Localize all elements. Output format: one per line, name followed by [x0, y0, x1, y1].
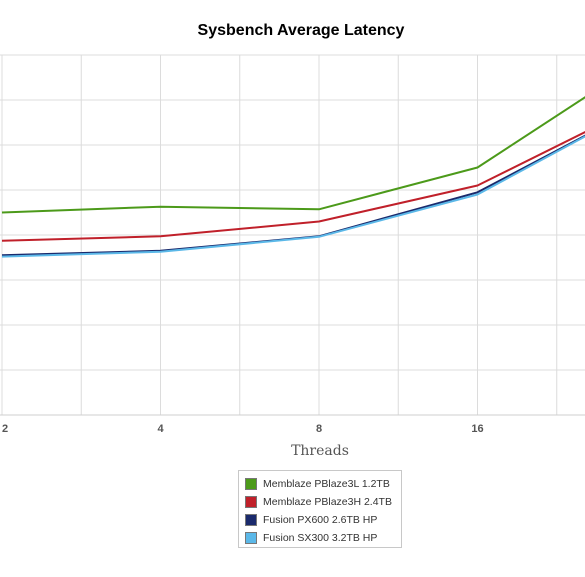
series-line-2: [1, 131, 585, 242]
legend-swatch: [245, 496, 257, 508]
chart-title: Sysbench Average Latency: [198, 22, 405, 39]
series-line-1: [1, 96, 585, 214]
legend-item[interactable]: Fusion SX300 3.2TB HP: [245, 529, 401, 547]
legend-swatch: [245, 478, 257, 490]
x-tick-label: 2: [2, 423, 8, 435]
x-tick-labels: 2 4 8 16: [2, 423, 484, 435]
series-line-3: [1, 134, 585, 257]
x-tick-label: 8: [316, 423, 322, 435]
series-line-4: [1, 135, 585, 258]
legend-swatch: [245, 532, 257, 544]
grid: [0, 54, 585, 416]
x-tick-label: 16: [471, 423, 483, 435]
legend-item[interactable]: Memblaze PBlaze3L 1.2TB: [245, 475, 401, 493]
legend-item[interactable]: Memblaze PBlaze3H 2.4TB: [245, 493, 401, 511]
legend-label: Memblaze PBlaze3L 1.2TB: [263, 478, 390, 490]
x-tick-label: 4: [157, 423, 164, 435]
series-lines: [1, 96, 585, 258]
legend-swatch: [245, 514, 257, 526]
legend-label: Fusion PX600 2.6TB HP: [263, 514, 378, 526]
legend-label: Memblaze PBlaze3H 2.4TB: [263, 496, 392, 508]
legend-label: Fusion SX300 3.2TB HP: [263, 532, 378, 544]
legend-item[interactable]: Fusion PX600 2.6TB HP: [245, 511, 401, 529]
x-axis-label: Threads: [291, 443, 349, 459]
legend: Memblaze PBlaze3L 1.2TB Memblaze PBlaze3H…: [238, 470, 402, 548]
